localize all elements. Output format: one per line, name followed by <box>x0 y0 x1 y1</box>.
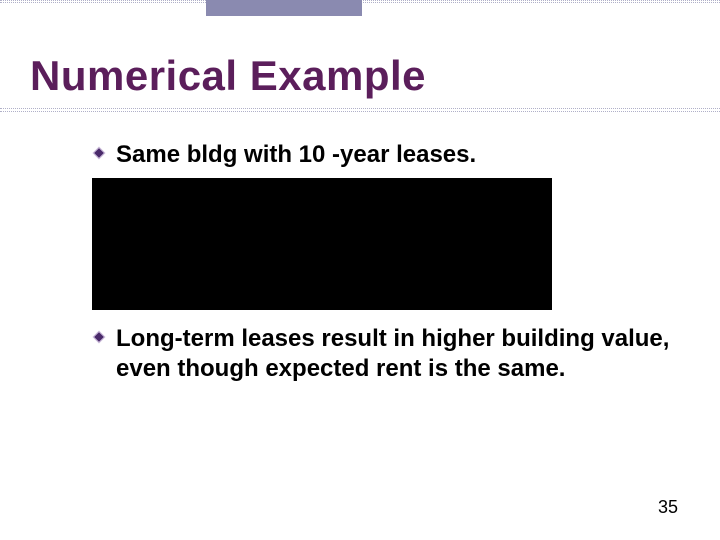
divider-line-2 <box>0 111 720 112</box>
diamond-bullet-icon <box>92 330 106 344</box>
title-divider <box>0 108 720 112</box>
slide: Numerical Example Same bldg with 10 -yea… <box>0 0 720 540</box>
bullet-text: Same bldg with 10 -year leases. <box>116 140 476 170</box>
bullet-item: Same bldg with 10 -year leases. <box>92 140 682 170</box>
title-area: Numerical Example <box>30 52 690 100</box>
divider-line-1 <box>0 108 720 109</box>
content-area: Same bldg with 10 -year leases. Long-ter… <box>92 140 682 392</box>
bullet-text: Long-term leases result in higher buildi… <box>116 324 682 384</box>
slide-title: Numerical Example <box>30 52 690 100</box>
bullet-item: Long-term leases result in higher buildi… <box>92 324 682 384</box>
top-accent-bar <box>206 0 362 16</box>
page-number: 35 <box>658 497 678 518</box>
diamond-bullet-icon <box>92 146 106 160</box>
redacted-black-box <box>92 178 552 310</box>
